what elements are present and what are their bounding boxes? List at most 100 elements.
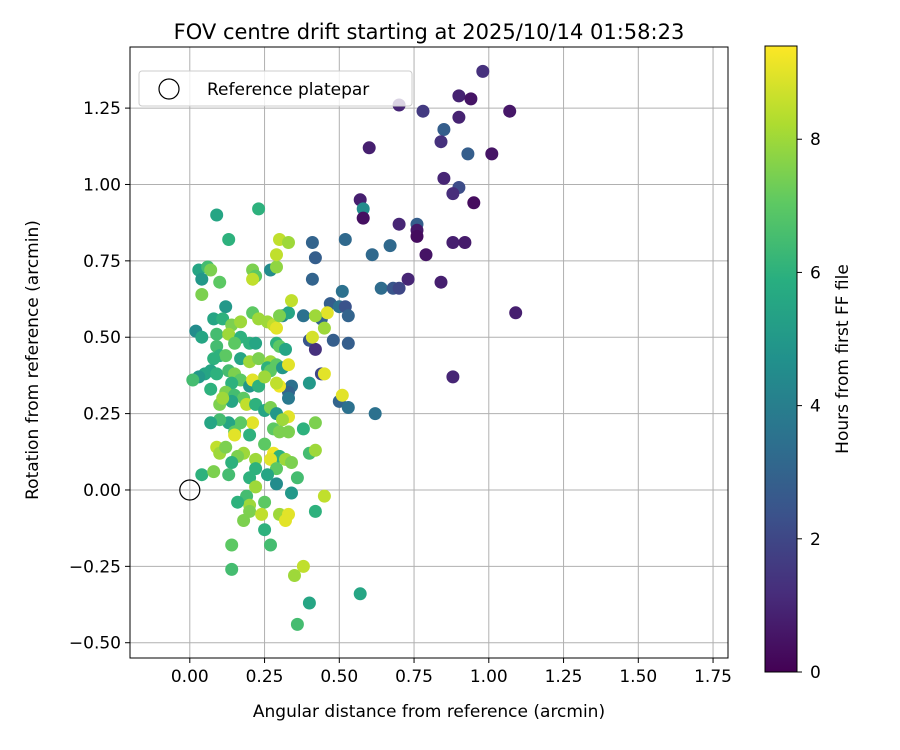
- legend-box: [138, 70, 413, 107]
- data-point: [317, 489, 331, 503]
- data-point: [270, 321, 283, 335]
- colorbar-tick-label: 0: [810, 663, 821, 683]
- data-point: [467, 196, 481, 210]
- data-point: [503, 104, 517, 118]
- data-point: [279, 514, 292, 527]
- data-point: [464, 92, 478, 106]
- data-point: [270, 260, 283, 274]
- data-point: [261, 468, 274, 482]
- x-tick-label: 0.75: [395, 667, 433, 687]
- x-tick-label: 0.50: [320, 667, 358, 687]
- data-point: [225, 456, 239, 469]
- data-point: [437, 171, 451, 185]
- data-point: [446, 187, 460, 201]
- data-point: [296, 309, 310, 323]
- data-point: [264, 452, 277, 466]
- data-point: [273, 309, 286, 323]
- y-tick-label: −0.25: [69, 557, 121, 577]
- data-point: [308, 342, 322, 356]
- data-point: [204, 263, 218, 277]
- data-point: [282, 358, 295, 372]
- data-point: [416, 104, 430, 118]
- y-tick-label: 0.50: [83, 328, 121, 348]
- chart-title: FOV centre drift starting at 2025/10/14 …: [174, 20, 685, 44]
- data-point: [258, 523, 272, 537]
- data-point: [210, 208, 224, 222]
- data-point: [222, 233, 236, 246]
- data-point: [219, 300, 233, 314]
- data-point: [305, 330, 319, 344]
- colorbar-tick-label: 6: [810, 263, 821, 283]
- data-point: [341, 336, 355, 350]
- x-tick-label: 1.00: [470, 667, 508, 687]
- data-point: [246, 416, 260, 430]
- data-point: [335, 284, 349, 298]
- data-point: [290, 617, 304, 631]
- x-axis-label: Angular distance from reference (arcmin): [253, 702, 605, 722]
- data-point: [341, 401, 355, 414]
- y-tick-label: 0.25: [83, 405, 121, 425]
- data-point: [317, 321, 331, 335]
- data-point: [186, 373, 200, 387]
- data-point: [234, 315, 248, 329]
- data-point: [210, 367, 224, 381]
- data-point: [252, 352, 266, 366]
- legend-marker-icon: [158, 78, 180, 100]
- data-point: [365, 248, 379, 262]
- data-point: [279, 342, 292, 356]
- data-point: [252, 379, 266, 393]
- x-tick-label: 1.75: [694, 667, 732, 687]
- data-point: [356, 202, 370, 216]
- data-point: [252, 202, 266, 216]
- data-point: [207, 465, 221, 479]
- grid-lines: [130, 47, 728, 658]
- data-point: [204, 416, 218, 430]
- data-point: [308, 504, 322, 518]
- data-point: [285, 456, 298, 469]
- y-axis-label: Rotation from reference (arcmin): [23, 220, 43, 500]
- colorbar-label: Hours from first FF file: [833, 264, 853, 454]
- data-point: [353, 587, 367, 601]
- data-point: [246, 272, 260, 286]
- data-point: [228, 336, 242, 350]
- data-point: [308, 416, 322, 430]
- data-point: [308, 309, 322, 323]
- data-point: [222, 468, 236, 482]
- data-point: [476, 64, 490, 78]
- data-point: [437, 123, 451, 136]
- data-point: [228, 428, 242, 442]
- x-tick-label: 0.25: [246, 667, 284, 687]
- data-point: [374, 281, 388, 295]
- data-point: [282, 236, 295, 249]
- data-point: [305, 236, 319, 249]
- data-point: [258, 437, 272, 451]
- colorbar: 0 2 4 6 8 Hours from first FF file: [764, 45, 853, 683]
- data-point: [302, 596, 316, 610]
- data-point: [302, 376, 316, 390]
- data-point: [368, 407, 382, 421]
- data-point: [485, 147, 499, 161]
- data-point: [341, 309, 355, 323]
- data-point: [338, 233, 352, 246]
- data-point: [288, 569, 301, 582]
- data-point: [258, 495, 272, 509]
- y-tick-label: −0.50: [69, 634, 121, 654]
- data-point: [195, 468, 209, 482]
- data-point: [452, 110, 466, 124]
- data-point: [249, 336, 263, 350]
- data-point: [434, 135, 448, 149]
- data-point: [216, 391, 230, 405]
- data-point: [270, 477, 283, 491]
- colorbar-gradient: [764, 45, 798, 673]
- data-point: [290, 471, 304, 485]
- data-point: [452, 89, 466, 103]
- data-point: [446, 236, 460, 249]
- x-tick-label: 0.00: [171, 667, 209, 687]
- data-point: [219, 349, 233, 363]
- data-point: [326, 333, 340, 347]
- data-point: [282, 425, 295, 439]
- data-point: [210, 327, 224, 341]
- data-point: [392, 281, 406, 295]
- data-point: [305, 272, 319, 286]
